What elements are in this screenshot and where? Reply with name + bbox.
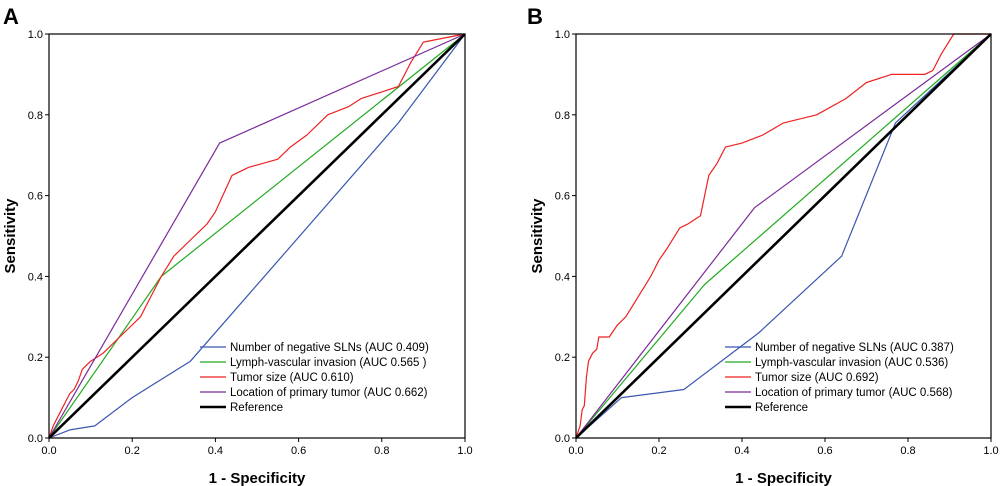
panel-b: B 0.0 0.2 0.4 0.6 0.8 1.0 0.0 0.2 0.4 0.6 0.8 1.0 1 -…: [527, 4, 999, 486]
y-tick-label: 1.0: [555, 29, 570, 41]
x-tick-label: 0.0: [568, 445, 583, 457]
series-line-1: [575, 33, 992, 439]
y-tick-label: 0.4: [28, 271, 43, 283]
legend-label: Reference: [755, 402, 808, 414]
legend-label: Reference: [230, 402, 283, 414]
y-axis-title: Sensitivity: [529, 198, 546, 274]
y-tick-label: 0.2: [28, 352, 43, 364]
series-line-2: [575, 33, 992, 439]
x-tick-label: 0.2: [651, 445, 666, 457]
series-line-4: [575, 33, 992, 439]
legend-label: Number of negative SLNs (AUC 0.387): [755, 342, 954, 354]
x-axis-title: 1 - Specificity: [735, 470, 832, 486]
y-tick-label: 0.4: [555, 271, 570, 283]
y-tick-label: 0.8: [555, 110, 570, 122]
y-tick-label: 0.0: [28, 433, 43, 445]
y-tick-label: 0.2: [555, 352, 570, 364]
legend-label: Location of primary tumor (AUC 0.662): [230, 387, 428, 399]
series-line-5: [575, 33, 992, 439]
x-tick-label: 0.6: [817, 445, 832, 457]
y-tick-label: 0.6: [555, 191, 570, 203]
legend-label: Tumor size (AUC 0.692): [755, 372, 879, 384]
x-tick-label: 0.6: [291, 445, 306, 457]
panel-a: A 0.0 0.2 0.4 0.6 0.8 1.0 0.0 0.2 0.4 0.6 0.8 1.0 1 -…: [2, 4, 473, 486]
x-tick-label: 0.8: [900, 445, 915, 457]
series-line-1: [48, 33, 466, 439]
panel-label: A: [3, 4, 19, 29]
plot-frame: [575, 33, 992, 439]
y-tick-label: 0.8: [28, 110, 43, 122]
x-tick-label: 0.0: [41, 445, 56, 457]
legend-label: Number of negative SLNs (AUC 0.409): [230, 342, 429, 354]
x-tick-label: 0.4: [208, 445, 223, 457]
series-line-3: [48, 33, 466, 439]
series-group: [575, 33, 992, 439]
series-group: [48, 33, 466, 439]
series-line-3: [575, 33, 991, 439]
legend-label: Lymph-vascular invasion (AUC 0.536): [755, 357, 948, 369]
plot-frame: [48, 33, 466, 439]
x-tick-label: 0.2: [125, 445, 140, 457]
legend: Number of negative SLNs (AUC 0.387) Lymph…: [725, 342, 954, 414]
y-tick-label: 0.6: [28, 191, 43, 203]
x-axis-title: 1 - Specificity: [209, 470, 306, 486]
x-tick-label: 0.4: [734, 445, 749, 457]
y-tick-label: 0.0: [555, 433, 570, 445]
series-line-4: [48, 33, 466, 439]
legend: Number of negative SLNs (AUC 0.409) Lymph…: [200, 342, 429, 414]
x-tick-label: 1.0: [457, 445, 472, 457]
legend-label: Lymph-vascular invasion (AUC 0.565 ): [230, 357, 427, 369]
panel-label: B: [527, 4, 543, 29]
x-tick-label: 0.8: [374, 445, 389, 457]
legend-label: Tumor size (AUC 0.610): [230, 372, 354, 384]
series-line-5: [48, 33, 466, 439]
legend-label: Location of primary tumor (AUC 0.568): [755, 387, 953, 399]
x-tick-label: 1.0: [983, 445, 998, 457]
y-tick-label: 1.0: [28, 29, 43, 41]
y-axis-title: Sensitivity: [2, 198, 19, 274]
